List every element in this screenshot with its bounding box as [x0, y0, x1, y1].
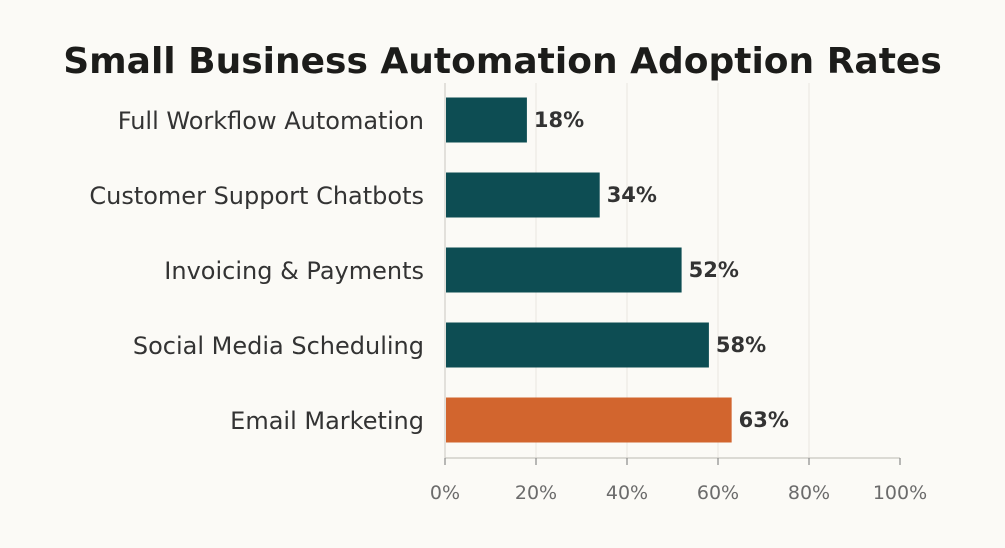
category-label: Full Workflow Automation: [118, 107, 424, 135]
bar-4: [446, 397, 732, 443]
x-tick-label: 60%: [697, 482, 739, 504]
x-tick-label: 80%: [788, 482, 830, 504]
category-label: Social Media Scheduling: [133, 332, 424, 360]
category-label: Customer Support Chatbots: [89, 182, 424, 210]
value-labels: 18% 34% 52% 58% 63%: [534, 108, 789, 432]
value-label: 52%: [689, 258, 739, 282]
value-label: 18%: [534, 108, 584, 132]
bars: [446, 97, 732, 443]
bar-2: [446, 247, 682, 293]
chart-title: Small Business Automation Adoption Rates: [63, 41, 942, 82]
x-tick-label: 100%: [873, 482, 927, 504]
category-labels: Full Workflow Automation Customer Support…: [89, 107, 424, 435]
value-label: 34%: [607, 183, 657, 207]
category-label: Invoicing & Payments: [164, 257, 424, 285]
x-tick-label: 40%: [606, 482, 648, 504]
bar-0: [446, 97, 527, 143]
value-label: 63%: [739, 408, 789, 432]
bar-1: [446, 172, 600, 218]
x-axis: 0% 20% 40% 60% 80% 100%: [430, 83, 927, 504]
x-tick-label: 20%: [515, 482, 557, 504]
value-label: 58%: [716, 333, 766, 357]
category-label: Email Marketing: [230, 407, 424, 435]
bar-3: [446, 322, 709, 368]
x-tick-label: 0%: [430, 482, 460, 504]
